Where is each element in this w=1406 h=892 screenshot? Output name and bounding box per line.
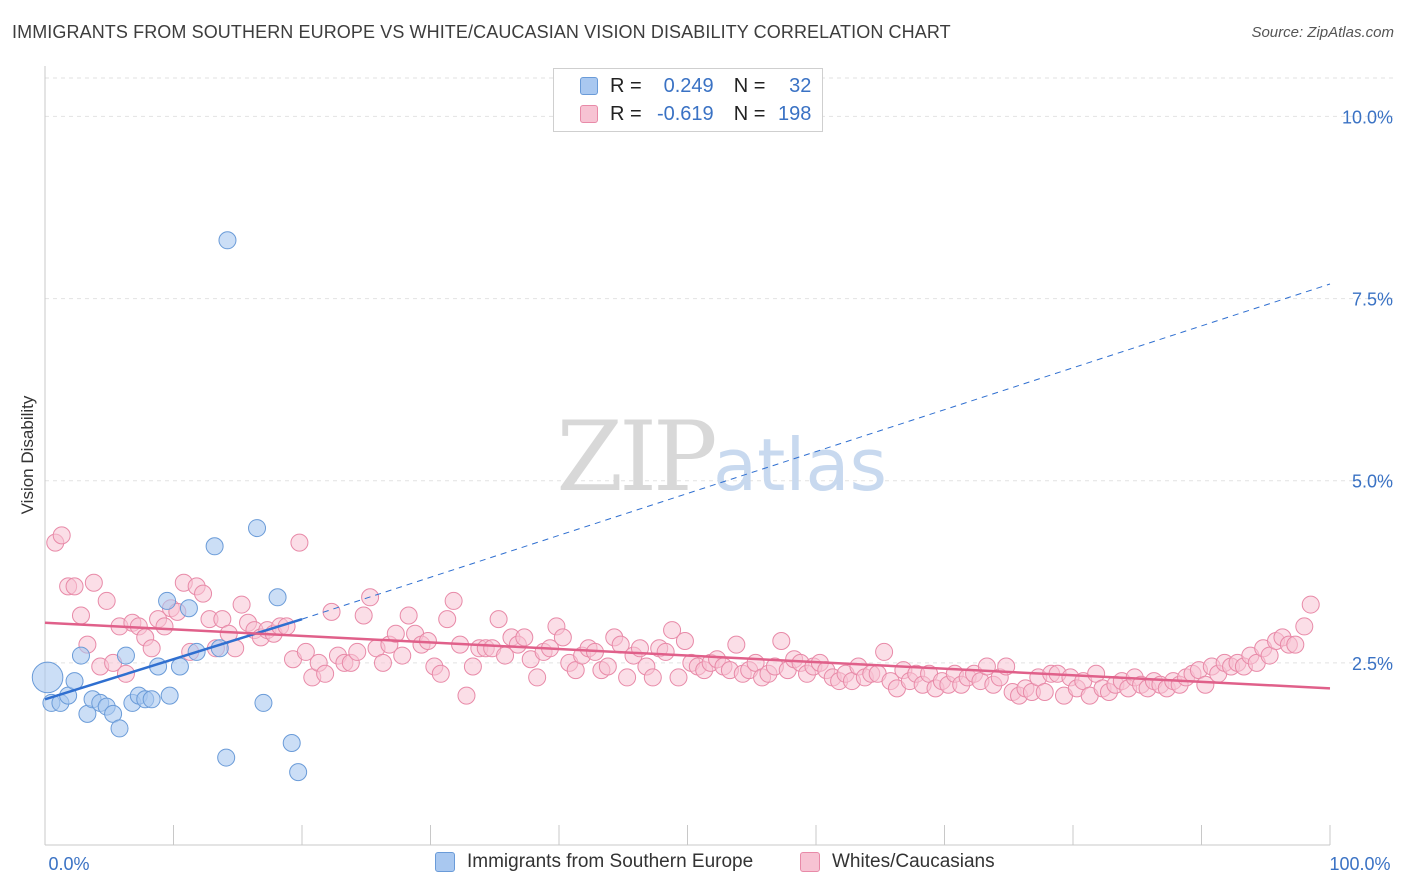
bottom-legend-whites: Whites/Caucasians (800, 851, 995, 873)
legend-r-label: R = (610, 74, 642, 97)
bottom-legend-label: Immigrants from Southern Europe (467, 851, 754, 872)
data-point-whites (296, 642, 315, 661)
data-point-whites (669, 668, 688, 687)
data-point-whites (155, 617, 174, 636)
bottom-legend-immigrants: Immigrants from Southern Europe (435, 851, 753, 873)
watermark-atlas: atlas (713, 423, 887, 507)
legend-r-value: -0.619 (656, 102, 714, 125)
data-point-whites (663, 621, 682, 640)
x-tick-label: 100.0% (1329, 854, 1390, 874)
data-point-whites (52, 526, 71, 545)
data-point-immigrants (116, 646, 135, 665)
data-point-immigrants (160, 686, 179, 705)
data-point-whites (1286, 635, 1305, 654)
trend-whites (44, 621, 1331, 690)
data-point-whites (528, 668, 547, 687)
data-point-immigrants (218, 231, 237, 250)
data-point-whites (1301, 595, 1320, 614)
data-point-whites (194, 584, 213, 603)
data-point-whites (553, 628, 572, 647)
data-point-immigrants (205, 537, 224, 556)
data-point-whites (290, 533, 309, 552)
data-point-immigrants (268, 588, 287, 607)
data-point-whites (232, 595, 251, 614)
data-point-whites (643, 668, 662, 687)
data-point-whites (399, 606, 418, 625)
x-tick-label: 0.0% (48, 854, 89, 874)
y-tick-label: 2.5% (1352, 654, 1393, 674)
y-axis-label: Vision Disability (18, 395, 37, 515)
data-point-immigrants (217, 748, 236, 767)
data-point-whites (772, 632, 791, 650)
watermark-zip: ZIP (556, 401, 715, 513)
data-point-whites (65, 577, 84, 596)
data-point-whites (316, 664, 335, 683)
data-point-whites (354, 606, 373, 625)
data-point-immigrants (110, 719, 129, 738)
data-point-immigrants (31, 661, 64, 694)
data-point-whites (393, 646, 412, 665)
data-point-whites (444, 591, 463, 610)
data-point-immigrants (158, 591, 177, 610)
data-point-whites (515, 628, 534, 647)
data-point-immigrants (179, 599, 198, 618)
legend-n-value: 198 (778, 102, 812, 125)
data-point-whites (386, 624, 405, 643)
trend-lines (44, 283, 1331, 701)
correlation-legend: R = 0.249 N = 32 R = -0.619 N = 198 (553, 68, 823, 132)
legend-row-whites: R = -0.619 N = 198 (554, 101, 811, 127)
source-label: Source: ZipAtlas.com (1251, 24, 1394, 41)
bottom-legend-swatch-immigrants (435, 852, 455, 872)
data-point-whites (1295, 617, 1314, 636)
data-point-whites (598, 657, 617, 676)
data-point-immigrants (289, 763, 308, 782)
y-tick-label: 5.0% (1352, 472, 1393, 492)
data-point-immigrants (282, 734, 301, 752)
legend-n-label: N = (733, 74, 766, 97)
data-point-whites (463, 657, 482, 676)
legend-r-value: 0.249 (663, 74, 714, 97)
axes (44, 66, 1331, 846)
chart-title: IMMIGRANTS FROM SOUTHERN EUROPE VS WHITE… (12, 22, 951, 42)
bottom-legend-swatch-whites (800, 852, 820, 872)
data-point-whites (84, 573, 103, 592)
data-point-whites (618, 668, 637, 687)
data-point-whites (438, 610, 457, 629)
data-point-whites (431, 664, 450, 683)
gridlines (45, 77, 1393, 664)
data-point-whites (1035, 683, 1054, 701)
watermark: ZIP atlas (556, 401, 887, 513)
data-point-whites (71, 606, 90, 625)
data-point-whites (656, 642, 675, 661)
data-point-whites (373, 653, 392, 672)
legend-row-immigrants: R = 0.249 N = 32 (554, 73, 811, 99)
data-point-whites (348, 642, 367, 661)
data-point-whites (675, 632, 694, 650)
y-tick-label: 7.5% (1352, 290, 1393, 310)
data-point-whites (142, 639, 161, 658)
data-point-whites (489, 610, 508, 629)
data-point-immigrants (142, 690, 161, 709)
legend-n-label: N = (733, 102, 766, 125)
series-immigrants-points (31, 231, 308, 782)
data-point-whites (97, 591, 116, 610)
trend-immigrants-extrapolated (301, 283, 1331, 620)
y-tick-label: 10.0% (1342, 107, 1393, 127)
data-point-whites (457, 686, 476, 705)
data-point-immigrants (248, 519, 267, 538)
legend-n-value: 32 (789, 74, 812, 97)
data-point-whites (727, 635, 746, 654)
legend-swatch-immigrants (580, 77, 598, 95)
data-point-immigrants (170, 657, 189, 676)
tick-labels: 2.5% 5.0% 7.5% 10.0% 0.0% 100.0% (48, 107, 1393, 874)
data-point-immigrants (254, 693, 273, 712)
bottom-legend-label: Whites/Caucasians (832, 851, 995, 872)
legend-swatch-whites (580, 105, 598, 123)
legend-r-label: R = (610, 102, 642, 125)
data-point-immigrants (71, 646, 90, 665)
data-point-whites (875, 642, 894, 661)
data-point-whites (1196, 675, 1215, 694)
